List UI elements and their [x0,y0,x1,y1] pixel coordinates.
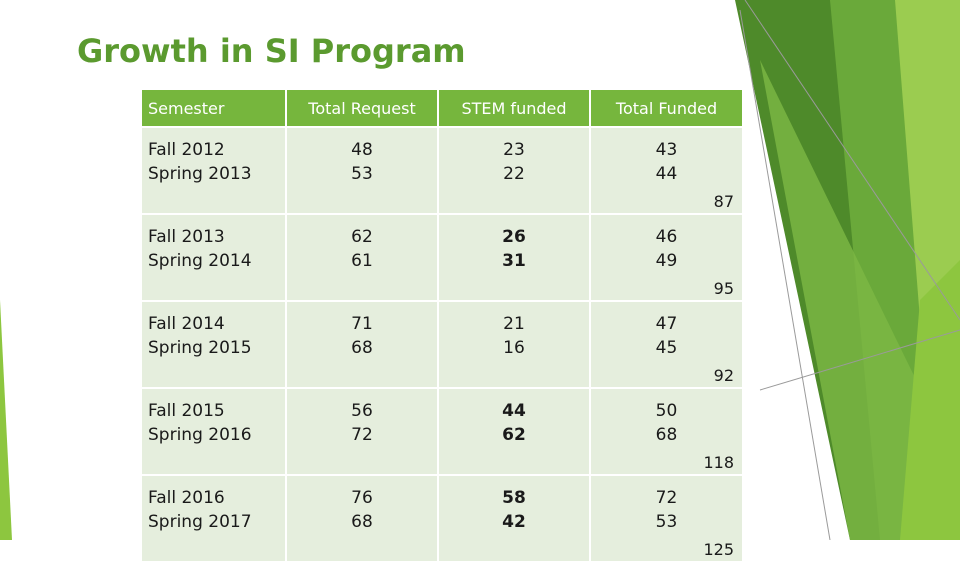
stem-spring: 31 [502,251,526,271]
deco-line-3 [759,329,960,391]
funded-spring: 68 [655,425,678,445]
funded-cell: 46 49 95 [589,213,744,302]
request-spring: 61 [351,251,373,271]
request-spring: 53 [351,164,373,184]
request-cell: 56 72 [285,387,439,476]
request-spring: 72 [351,425,373,445]
semester-cell: Fall 2016 Spring 2017 [140,474,287,563]
table-row: Fall 2014 Spring 2015 71 68 21 16 47 45 92 [140,300,744,389]
semester-cell: Fall 2012 Spring 2013 [140,126,287,215]
stem-cell: 23 22 [437,126,591,215]
annual-total: 125 [703,540,734,559]
request-fall: 56 [351,401,373,421]
deco-left-sliver [0,300,12,540]
annual-total: 118 [703,453,734,472]
funded-spring: 53 [655,512,678,532]
table-row: Fall 2015 Spring 2016 56 72 44 62 50 68 118 [140,387,744,476]
request-cell: 76 68 [285,474,439,563]
semester-fall: Fall 2015 [148,401,225,421]
funded-cell: 43 44 87 [589,126,744,215]
stem-fall: 44 [502,401,526,421]
request-cell: 48 53 [285,126,439,215]
semester-cell: Fall 2015 Spring 2016 [140,387,287,476]
funded-spring: 49 [655,251,678,271]
request-fall: 76 [351,488,373,508]
request-spring: 68 [351,338,373,358]
request-fall: 62 [351,227,373,247]
semester-cell: Fall 2014 Spring 2015 [140,300,287,389]
request-spring: 68 [351,512,373,532]
header-row: Semester Total Request STEM funded Total… [140,88,744,128]
header-total-funded: Total Funded [589,88,744,128]
semester-spring: Spring 2013 [148,164,252,184]
table-row: Fall 2012 Spring 2013 48 53 23 22 43 44 87 [140,126,744,215]
deco-line-2 [744,0,960,321]
funded-cell: 50 68 118 [589,387,744,476]
stem-spring: 16 [503,338,525,358]
funded-fall: 46 [655,227,678,247]
funded-spring: 45 [655,338,678,358]
semester-spring: Spring 2015 [148,338,252,358]
annual-total: 87 [713,192,734,211]
semester-spring: Spring 2017 [148,512,252,532]
stem-cell: 21 16 [437,300,591,389]
stem-spring: 42 [502,512,526,532]
deco-line-1 [739,9,831,540]
semester-fall: Fall 2016 [148,488,225,508]
semester-fall: Fall 2014 [148,314,225,334]
semester-spring: Spring 2014 [148,251,252,271]
deco-facet-bright [900,260,960,540]
table-row: Fall 2013 Spring 2014 62 61 26 31 46 49 95 [140,213,744,302]
request-fall: 71 [351,314,373,334]
funded-fall: 72 [655,488,678,508]
stem-cell: 58 42 [437,474,591,563]
table-row: Fall 2016 Spring 2017 76 68 58 42 72 53 125 [140,474,744,563]
stem-spring: 22 [503,164,525,184]
stem-cell: 44 62 [437,387,591,476]
slide-decoration [0,0,960,540]
request-fall: 48 [351,140,373,160]
funded-fall: 47 [655,314,678,334]
header-total-request: Total Request [285,88,439,128]
header-stem-funded: STEM funded [437,88,591,128]
stem-fall: 23 [503,140,525,160]
semester-spring: Spring 2016 [148,425,252,445]
funded-fall: 43 [655,140,678,160]
si-growth-table: Semester Total Request STEM funded Total… [140,88,744,563]
stem-cell: 26 31 [437,213,591,302]
semester-fall: Fall 2013 [148,227,225,247]
request-cell: 71 68 [285,300,439,389]
semester-cell: Fall 2013 Spring 2014 [140,213,287,302]
funded-cell: 72 53 125 [589,474,744,563]
funded-cell: 47 45 92 [589,300,744,389]
stem-fall: 21 [503,314,525,334]
stem-fall: 26 [502,227,526,247]
semester-fall: Fall 2012 [148,140,225,160]
slide-title: Growth in SI Program [77,32,466,70]
annual-total: 92 [713,366,734,385]
request-cell: 62 61 [285,213,439,302]
stem-spring: 62 [502,425,526,445]
header-semester: Semester [140,88,287,128]
funded-spring: 44 [655,164,678,184]
annual-total: 95 [713,279,734,298]
funded-fall: 50 [655,401,678,421]
stem-fall: 58 [502,488,526,508]
